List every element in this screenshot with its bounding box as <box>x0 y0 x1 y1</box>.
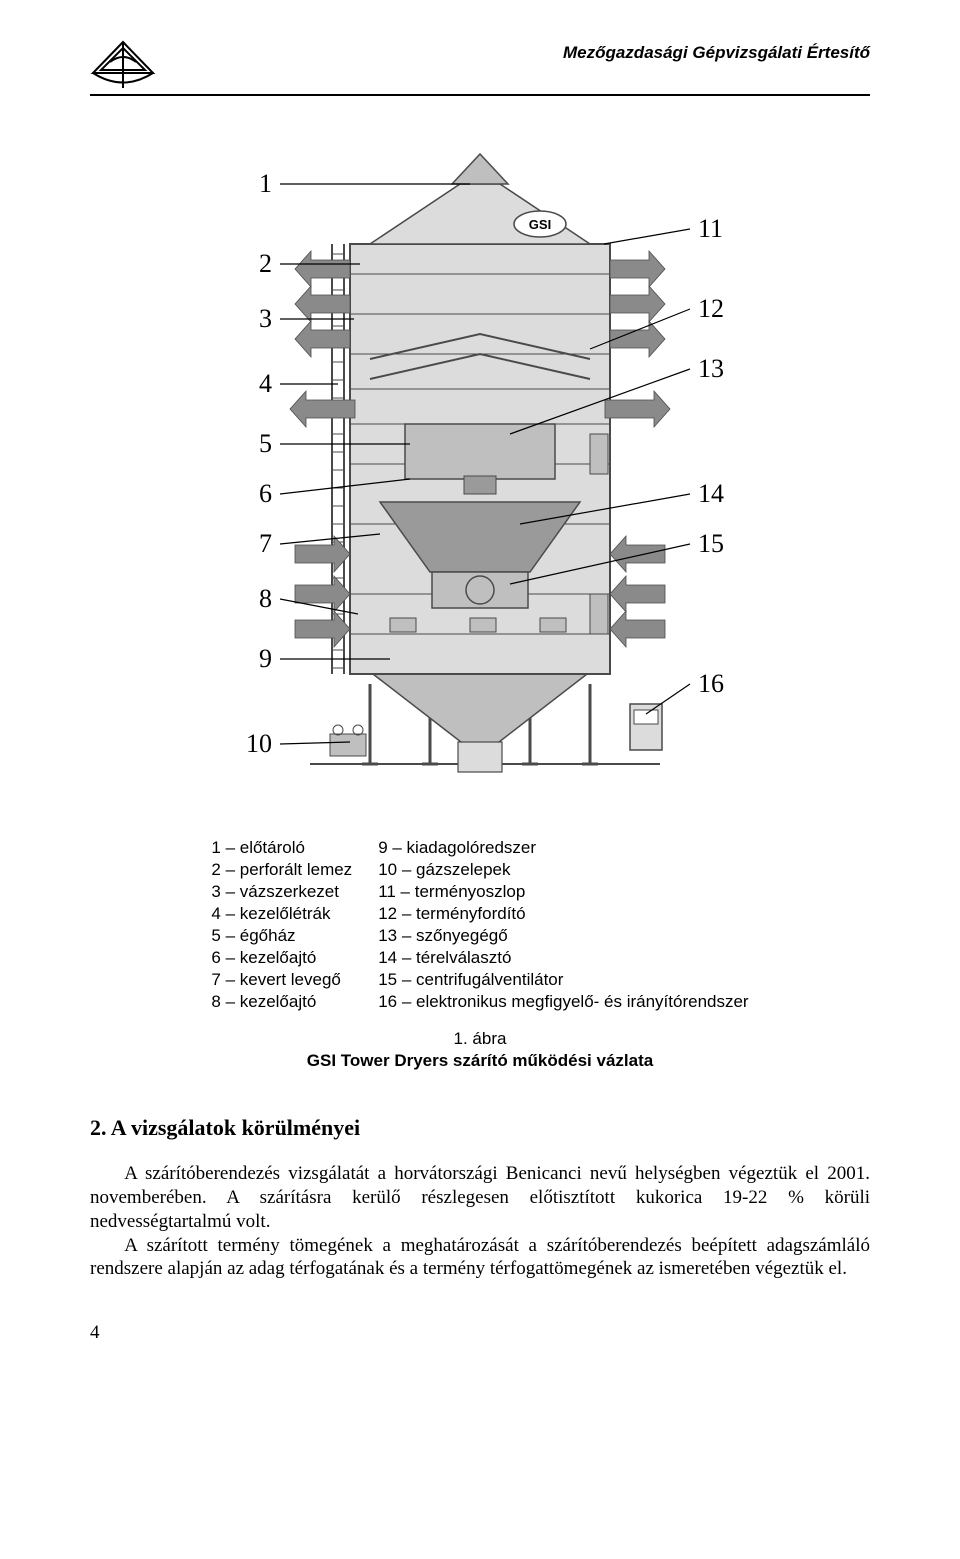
legend-item: 4 – kezelőlétrák <box>211 903 352 925</box>
legend-item: 11 – terményoszlop <box>378 881 748 903</box>
legend-col-right: 9 – kiadagolóredszer 10 – gázszelepek 11… <box>378 837 748 1014</box>
legend-item: 6 – kezelőajtó <box>211 947 352 969</box>
section-heading: 2. A vizsgálatok körülményei <box>90 1114 870 1143</box>
svg-text:13: 13 <box>698 354 724 383</box>
svg-text:4: 4 <box>259 369 272 398</box>
svg-text:7: 7 <box>259 529 272 558</box>
svg-text:12: 12 <box>698 294 724 323</box>
svg-text:GSI: GSI <box>529 217 551 232</box>
figure-container: GSI12345678910111213141516 <box>90 124 870 811</box>
legend-item: 2 – perforált lemez <box>211 859 352 881</box>
legend-item: 7 – kevert levegő <box>211 969 352 991</box>
legend-item: 8 – kezelőajtó <box>211 991 352 1013</box>
legend-item: 12 – terményfordító <box>378 903 748 925</box>
svg-text:6: 6 <box>259 479 272 508</box>
svg-text:8: 8 <box>259 584 272 613</box>
legend-col-left: 1 – előtároló 2 – perforált lemez 3 – vá… <box>211 837 352 1014</box>
svg-text:9: 9 <box>259 644 272 673</box>
legend-item: 13 – szőnyegégő <box>378 925 748 947</box>
legend-item: 10 – gázszelepek <box>378 859 748 881</box>
figure-legend: 1 – előtároló 2 – perforált lemez 3 – vá… <box>90 837 870 1014</box>
svg-text:14: 14 <box>698 479 724 508</box>
legend-item: 14 – térelválasztó <box>378 947 748 969</box>
legend-item: 16 – elektronikus megfigyelő- és irányít… <box>378 991 748 1013</box>
svg-text:5: 5 <box>259 429 272 458</box>
svg-text:16: 16 <box>698 669 724 698</box>
svg-text:15: 15 <box>698 529 724 558</box>
header-rule <box>90 94 870 96</box>
svg-text:2: 2 <box>259 249 272 278</box>
page-header: Mezőgazdasági Gépvizsgálati Értesítő <box>90 40 870 90</box>
svg-text:11: 11 <box>698 214 723 243</box>
svg-text:1: 1 <box>259 169 272 198</box>
svg-text:10: 10 <box>246 729 272 758</box>
body-paragraph: A szárítóberendezés vizsgálatát a horvát… <box>90 1162 870 1233</box>
body-paragraph: A szárított termény tömegének a meghatár… <box>90 1234 870 1282</box>
header-title: Mezőgazdasági Gépvizsgálati Értesítő <box>156 40 870 64</box>
legend-item: 5 – égőház <box>211 925 352 947</box>
legend-item: 9 – kiadagolóredszer <box>378 837 748 859</box>
figure-caption-number: 1. ábra <box>90 1028 870 1050</box>
dryer-diagram: GSI12345678910111213141516 <box>200 124 760 804</box>
legend-item: 15 – centrifugálventilátor <box>378 969 748 991</box>
legend-item: 1 – előtároló <box>211 837 352 859</box>
svg-text:3: 3 <box>259 304 272 333</box>
page-number: 4 <box>90 1321 870 1346</box>
legend-item: 3 – vázszerkezet <box>211 881 352 903</box>
figure-caption: 1. ábra GSI Tower Dryers szárító működés… <box>90 1028 870 1072</box>
figure-caption-title: GSI Tower Dryers szárító működési vázlat… <box>90 1050 870 1072</box>
logo-icon <box>90 40 156 90</box>
